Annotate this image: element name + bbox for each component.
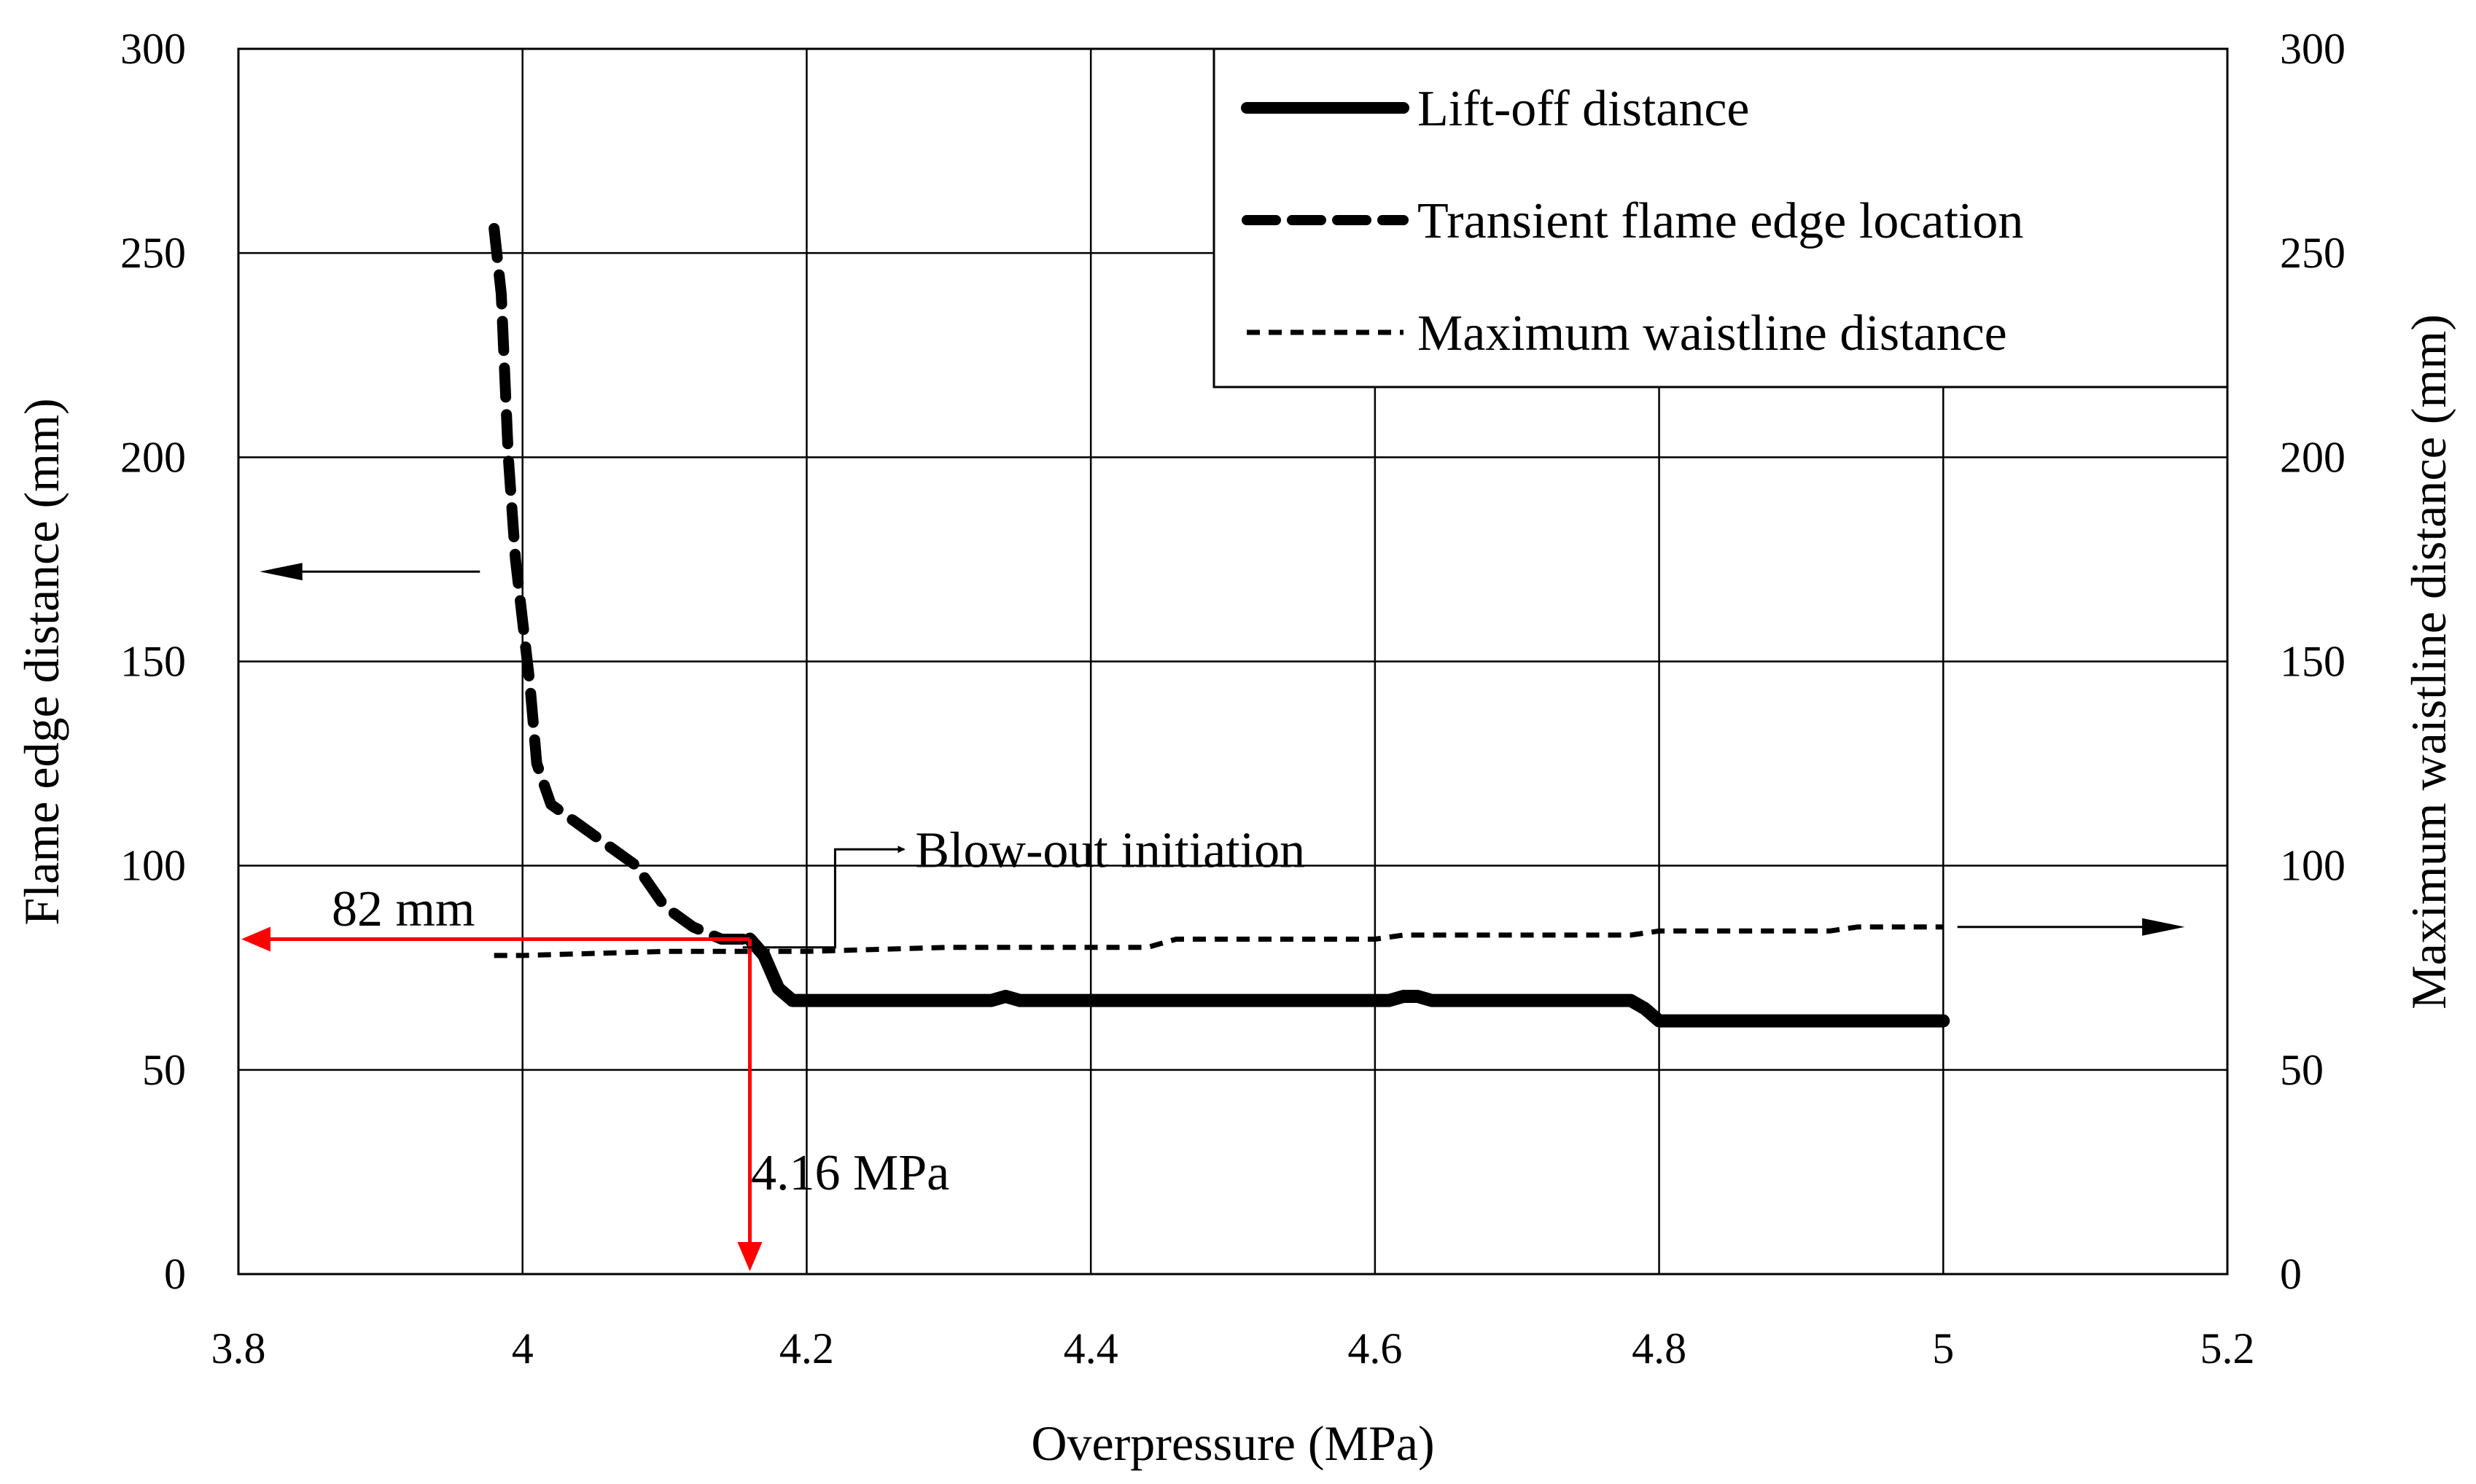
y-axis-right-ticks: 0 50 100 150 200 250 300 (2280, 25, 2345, 1298)
y-right-tick-label: 200 (2280, 433, 2345, 481)
x-tick-label: 4.8 (1632, 1324, 1686, 1372)
y-right-tick-label: 250 (2280, 229, 2345, 277)
y-left-tick-label: 0 (164, 1250, 186, 1298)
y-left-tick-label: 150 (120, 638, 186, 686)
annotation-layer: 82 mm 4.16 MPa Blow-out initiation (241, 563, 2185, 1271)
x-tick-label: 5.2 (2200, 1324, 2255, 1372)
series-layer (488, 223, 1950, 1028)
x-tick-label: 5 (1932, 1324, 1954, 1372)
y-left-tick-label: 300 (120, 25, 186, 73)
x-axis-ticks: 3.8 4 4.2 4.4 4.6 4.8 5 5.2 (211, 1324, 2255, 1372)
left-axis-indicator-arrowhead (260, 563, 303, 581)
y-right-tick-label: 0 (2280, 1250, 2302, 1298)
y-axis-left-title: Flame edge distance (mm) (14, 398, 69, 925)
annotation-4-16-mpa: 4.16 MPa (751, 1145, 949, 1201)
y-right-tick-label: 50 (2280, 1046, 2324, 1094)
y-left-tick-label: 100 (120, 842, 186, 890)
marker-vline-arrowhead (737, 1242, 763, 1271)
x-tick-label: 4.4 (1064, 1324, 1118, 1372)
legend-label-waistline: Maximum waistline distance (1417, 305, 2007, 362)
x-tick-label: 4 (512, 1324, 534, 1372)
annotation-blowout-initiation: Blow-out initiation (915, 822, 1305, 878)
legend-label-transient: Transient flame edge location (1417, 193, 2023, 249)
y-axis-right-title: Maximum waistline distance (mm) (2401, 314, 2456, 1009)
y-right-tick-label: 300 (2280, 25, 2345, 73)
series-line-lift-off (743, 932, 1950, 1028)
y-left-tick-label: 200 (120, 433, 186, 481)
marker-hline-arrowhead (241, 926, 270, 952)
blowout-leader-arrow (742, 846, 906, 949)
legend: Lift-off distance Transient flame edge l… (1212, 47, 2229, 388)
x-tick-label: 3.8 (211, 1324, 266, 1372)
series-line-maximum-waistline (494, 924, 1944, 958)
x-tick-label: 4.2 (779, 1324, 834, 1372)
y-axis-left-ticks: 0 50 100 150 200 250 300 (120, 25, 186, 1298)
right-axis-indicator-arrowhead (2142, 918, 2185, 936)
y-right-tick-label: 100 (2280, 842, 2345, 890)
x-tick-label: 4.6 (1347, 1324, 1402, 1372)
y-right-tick-label: 150 (2280, 638, 2345, 686)
y-left-tick-label: 250 (120, 229, 186, 277)
series-line-transient-flame-edge (488, 223, 755, 945)
annotation-82mm: 82 mm (332, 881, 475, 937)
legend-label-lift-off: Lift-off distance (1417, 81, 1749, 137)
y-left-tick-label: 50 (142, 1046, 186, 1094)
x-axis-title: Overpressure (MPa) (1031, 1415, 1434, 1471)
